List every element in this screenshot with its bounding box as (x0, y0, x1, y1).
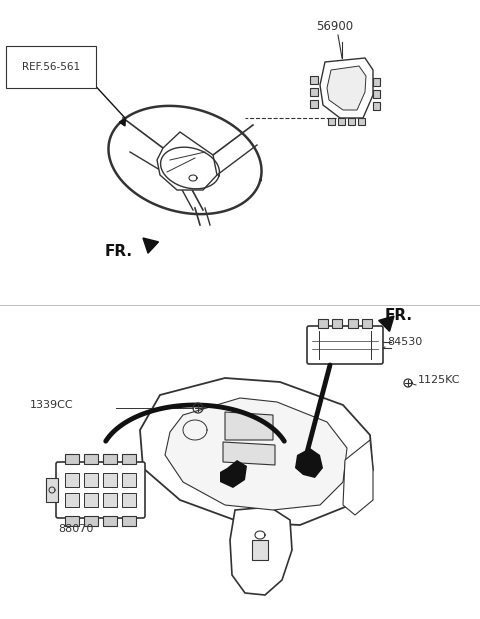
Bar (358, 118, 365, 125)
Bar (122, 493, 136, 507)
Bar (338, 118, 345, 125)
Polygon shape (295, 448, 323, 478)
Bar (310, 100, 318, 108)
Bar (310, 88, 318, 96)
Bar (122, 516, 136, 526)
Polygon shape (230, 507, 292, 595)
Bar (373, 102, 380, 110)
Bar (65, 516, 79, 526)
Bar (46, 478, 58, 502)
Bar (332, 319, 342, 328)
Bar (373, 90, 380, 98)
Bar (84, 473, 98, 487)
Bar (122, 454, 136, 464)
Text: 56900: 56900 (316, 20, 353, 33)
Polygon shape (304, 454, 312, 463)
Bar (310, 76, 318, 84)
Bar (65, 493, 79, 507)
Polygon shape (320, 58, 373, 118)
Polygon shape (157, 132, 217, 190)
FancyBboxPatch shape (56, 462, 145, 518)
Bar (84, 516, 98, 526)
Polygon shape (296, 460, 306, 472)
Bar (103, 454, 117, 464)
Text: REF.56-561: REF.56-561 (22, 62, 80, 72)
Bar (103, 493, 117, 507)
Polygon shape (225, 412, 273, 440)
Polygon shape (252, 540, 268, 560)
Bar (373, 78, 380, 86)
Bar (362, 319, 372, 328)
Text: 84530: 84530 (387, 337, 422, 347)
Bar (65, 454, 79, 464)
Polygon shape (120, 119, 125, 126)
Text: 1339CC: 1339CC (30, 400, 73, 410)
Polygon shape (140, 378, 373, 525)
Text: FR.: FR. (385, 308, 413, 323)
Bar (103, 516, 117, 526)
Text: FR.: FR. (105, 244, 133, 259)
Bar (122, 473, 136, 487)
Bar (328, 118, 335, 125)
Polygon shape (220, 460, 247, 488)
Polygon shape (327, 66, 366, 110)
Bar (65, 473, 79, 487)
Bar (84, 454, 98, 464)
Bar (103, 473, 117, 487)
Polygon shape (143, 238, 158, 253)
Bar (84, 493, 98, 507)
Text: 1125KC: 1125KC (418, 375, 460, 385)
Bar (318, 319, 328, 328)
Bar (348, 319, 358, 328)
FancyBboxPatch shape (307, 326, 383, 364)
Text: 88070: 88070 (58, 524, 94, 534)
Polygon shape (343, 440, 373, 515)
Bar (348, 118, 355, 125)
Polygon shape (379, 316, 394, 331)
Polygon shape (223, 442, 275, 465)
Polygon shape (165, 398, 347, 510)
